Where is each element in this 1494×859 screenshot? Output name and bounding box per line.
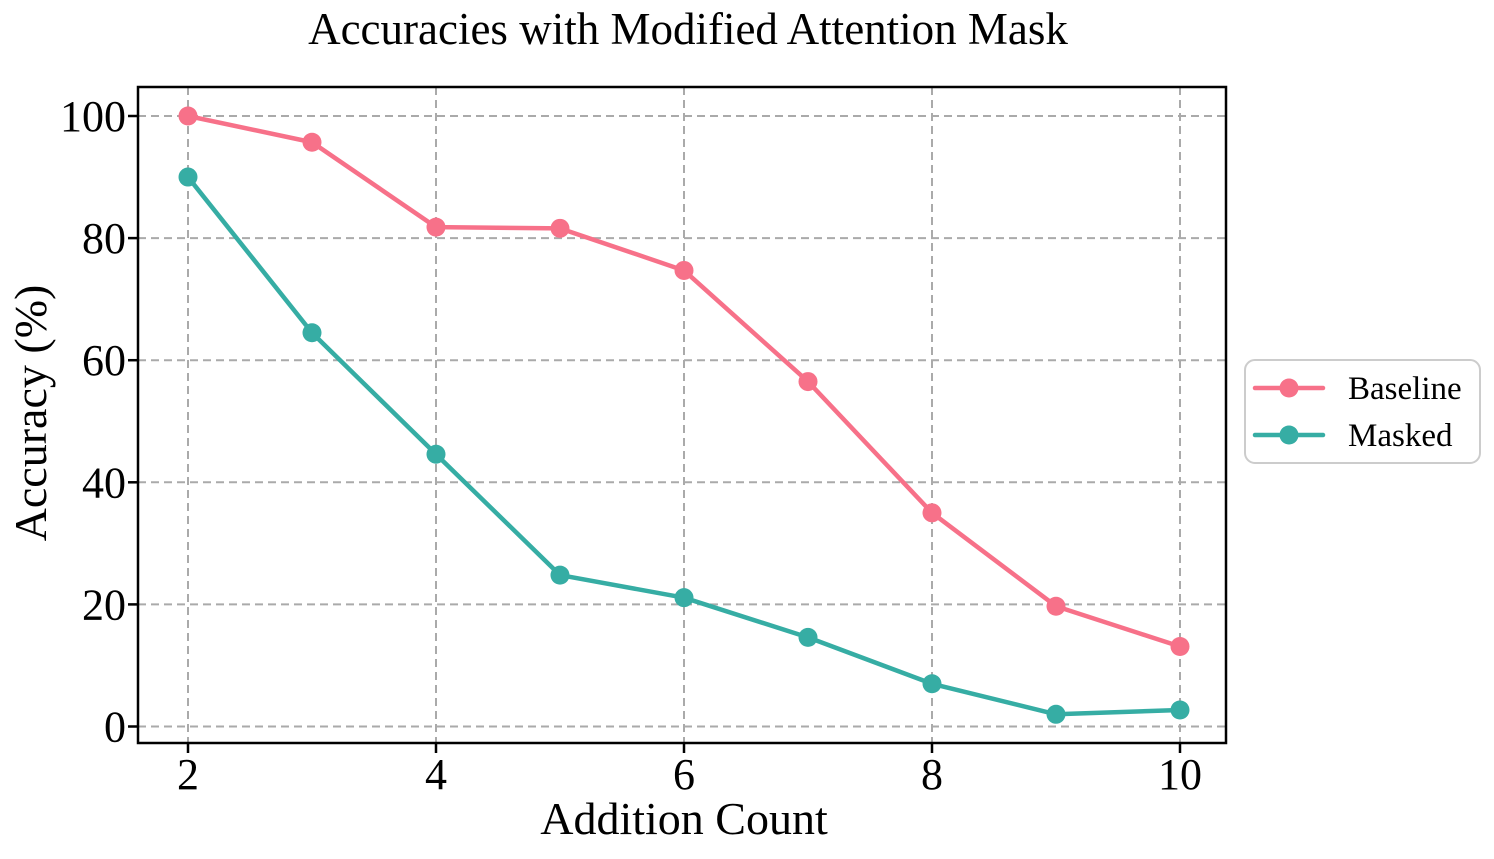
data-point-baseline bbox=[1170, 637, 1190, 657]
data-point-masked bbox=[426, 444, 446, 464]
y-tick-labels: 0 20 40 60 80 100 bbox=[60, 92, 126, 752]
gridlines bbox=[138, 87, 1226, 743]
y-tick-label: 80 bbox=[82, 214, 126, 263]
data-point-baseline bbox=[674, 260, 694, 280]
data-point-masked bbox=[1046, 704, 1066, 724]
y-tick-label: 0 bbox=[104, 703, 126, 752]
data-point-baseline bbox=[178, 106, 198, 126]
x-axis-label: Addition Count bbox=[540, 793, 828, 844]
data-point-baseline bbox=[798, 372, 818, 392]
plot-border bbox=[136, 85, 1228, 745]
data-point-masked bbox=[674, 588, 694, 608]
data-point-baseline bbox=[426, 217, 446, 237]
legend-label-masked: Masked bbox=[1348, 418, 1453, 454]
data-point-baseline bbox=[302, 132, 322, 152]
y-tick-label: 100 bbox=[60, 92, 126, 141]
legend-entry-baseline: Baseline bbox=[1252, 371, 1462, 407]
chart-title: Accuracies with Modified Attention Mask bbox=[308, 4, 1068, 54]
data-point-baseline bbox=[1046, 596, 1066, 616]
data-point-masked bbox=[922, 674, 942, 694]
y-axis-label: Accuracy (%) bbox=[5, 285, 56, 542]
y-tick-label: 20 bbox=[82, 580, 126, 629]
x-tick-label: 10 bbox=[1158, 750, 1202, 799]
legend-marker-baseline bbox=[1279, 378, 1299, 398]
legend-marker-masked bbox=[1279, 425, 1299, 445]
data-point-masked bbox=[1170, 700, 1190, 720]
x-tick-label: 8 bbox=[921, 750, 943, 799]
y-tick-label: 40 bbox=[82, 458, 126, 507]
x-tick-label: 6 bbox=[673, 750, 695, 799]
data-point-masked bbox=[550, 565, 570, 585]
data-point-baseline bbox=[550, 218, 570, 238]
data-point-masked bbox=[798, 627, 818, 647]
y-tick-label: 60 bbox=[82, 336, 126, 385]
data-point-baseline bbox=[922, 503, 942, 523]
x-tick-label: 4 bbox=[425, 750, 447, 799]
legend-label-baseline: Baseline bbox=[1348, 371, 1462, 407]
legend: Baseline Masked bbox=[1244, 359, 1481, 464]
series-layer bbox=[178, 106, 1190, 724]
x-tick-label: 2 bbox=[177, 750, 199, 799]
axis-tick-marks bbox=[128, 114, 1182, 753]
data-point-masked bbox=[178, 167, 198, 187]
legend-entry-masked: Masked bbox=[1252, 418, 1453, 454]
data-point-masked bbox=[302, 323, 322, 343]
x-tick-labels: 2 4 6 8 10 bbox=[177, 750, 1202, 799]
